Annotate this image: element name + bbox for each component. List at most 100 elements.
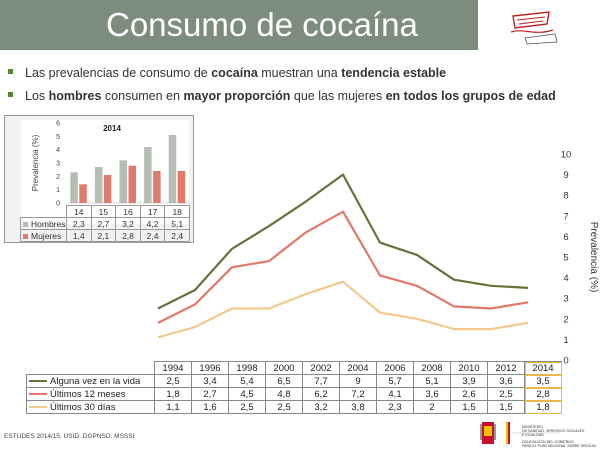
inset-bar-mujeres [128, 165, 136, 203]
ministry-name: DE SANIDAD, SERVICIOS SOCIALES [522, 429, 585, 434]
main-data-table: 1994 1996 1998 2000 2002 2004 2006 2008 2010 2012… [26, 361, 562, 414]
inset-y-tick-label: 4 [56, 147, 60, 154]
main-table-header: 1994 1996 1998 2000 2002 2004 2006 2008 2010 2012… [27, 361, 562, 375]
inset-bar-hombres [119, 160, 127, 203]
main-y-tick-label: 3 [563, 294, 568, 305]
main-x-tick-label: 1994 [154, 361, 192, 375]
main-table-cell: 2,7 [191, 387, 229, 401]
main-table-cell: 2,8 [524, 387, 562, 401]
bullet-text: Las prevalencias de consumo de [25, 66, 212, 80]
inset-x-tick-label: 18 [164, 205, 190, 218]
ministry-name: E IGUALDAD [522, 433, 544, 438]
main-table-cell: 3,9 [450, 374, 488, 388]
title-bar: Consumo de cocaína [0, 0, 478, 50]
bullet-text: que las mujeres [290, 89, 386, 103]
inset-table-row: Hombres 2,3 2,7 3,2 4,2 5,1 [20, 217, 190, 230]
bullet-text: consumen en [101, 89, 184, 103]
main-table-cell: 5,7 [376, 374, 414, 388]
inset-table-cell: 1,4 [66, 229, 92, 242]
main-table-cell: 3,6 [487, 374, 525, 388]
main-table-cell: 2,6 [450, 387, 488, 401]
main-table-cell: 6,2 [302, 387, 340, 401]
main-table-cell: 4,5 [228, 387, 266, 401]
main-table-cell: 4,8 [265, 387, 303, 401]
bullet-bold: tendencia estable [341, 66, 447, 80]
main-x-tick-label: 2010 [450, 361, 488, 375]
main-table-cell: 7,2 [339, 387, 377, 401]
main-series-line-0 [157, 173, 529, 310]
main-x-tick-label: 2004 [339, 361, 377, 375]
main-table-cell: 6,5 [265, 374, 303, 388]
legend-swatch-icon [23, 233, 28, 239]
bullet-1: Las prevalencias de consumo de cocaína m… [8, 66, 446, 80]
main-x-tick-label: 1996 [191, 361, 229, 375]
main-table-row: Alguna vez en la vida 2,5 3,4 5,4 6,5 7,7 9 5,7… [26, 374, 562, 388]
main-table-cell: 2,5 [154, 374, 192, 388]
bullet-text: Los [25, 89, 49, 103]
main-table-cell: 1,5 [450, 400, 488, 414]
main-table-row: Últimos 12 meses 1,8 2,7 4,5 4,8 6,2 7,2 4,1 3,6… [26, 387, 562, 401]
main-table-cell: 2 [413, 400, 451, 414]
drug-plan-logo [510, 11, 558, 45]
bullet-marker-icon [8, 92, 13, 98]
main-x-tick-label: 2014 [524, 361, 562, 375]
legend-line-icon [29, 405, 47, 408]
main-y-tick-label: 8 [563, 191, 568, 202]
main-y-axis-label: Prevalencia (%) [588, 222, 599, 293]
inset-table-cell: 2,1 [90, 229, 117, 242]
main-table-cell: 3,5 [524, 374, 562, 388]
main-legend-entry: Últimos 12 meses [26, 387, 155, 401]
main-x-tick-label: 2012 [487, 361, 525, 375]
main-y-tick-label: 9 [563, 170, 568, 181]
main-y-tick-label: 0 [563, 356, 568, 367]
inset-bar-mujeres [153, 171, 161, 203]
main-table-cell: 2,5 [265, 400, 303, 414]
main-x-tick-label: 2000 [265, 361, 303, 375]
main-y-tick-label: 6 [563, 232, 568, 243]
source-footer: ESTUDES 2014/15. USID. DGPNSD. MSSSI [4, 433, 135, 440]
inset-bar-mujeres [79, 184, 87, 203]
bullet-bold: cocaína [211, 66, 258, 80]
inset-legend-entry: Hombres [20, 217, 67, 230]
inset-legend-entry: Mujeres [20, 229, 67, 242]
main-series-line-2 [157, 280, 529, 339]
ministry-logo [480, 422, 560, 444]
inset-x-tick-label: 16 [115, 205, 141, 218]
main-legend-label: Últimos 12 meses [50, 388, 126, 400]
legend-line-icon [29, 392, 47, 395]
main-table-corner [27, 362, 155, 375]
main-x-tick-label: 1998 [228, 361, 266, 375]
inset-bar-hombres [168, 135, 177, 203]
main-table-cell: 3,4 [191, 374, 229, 388]
inset-bar-mujeres [177, 171, 186, 203]
main-table-cell: 1,5 [487, 400, 525, 414]
main-y-tick-label: 7 [563, 211, 568, 222]
inset-table-row: Mujeres 1,4 2,1 2,8 2,4 2,4 [20, 229, 190, 242]
bullet-bold: en todos los grupos de edad [385, 89, 556, 103]
inset-bar-mujeres [103, 175, 112, 203]
main-table-row: Últimos 30 días 1,1 1,6 2,5 2,5 3,2 3,8 2,3 2 1,5… [26, 400, 562, 414]
main-table-cell: 1,8 [524, 400, 562, 414]
main-table-cell: 3,8 [339, 400, 377, 414]
bullet-2: Los hombres consumen en mayor proporción… [8, 89, 556, 103]
main-table-cell: 3,2 [302, 400, 340, 414]
main-x-tick-label: 2002 [302, 361, 340, 375]
inset-table-cell: 5,1 [164, 217, 190, 230]
inset-y-tick-label: 5 [56, 134, 60, 141]
bullet-text: muestran una [257, 66, 342, 80]
main-table-cell: 1,8 [154, 387, 192, 401]
ministry-name: MINISTERIO [522, 425, 543, 429]
main-table-cell: 5,4 [228, 374, 266, 388]
main-legend-entry: Últimos 30 días [26, 400, 155, 414]
inset-chart-title: 2014 [103, 124, 121, 133]
main-legend-label: Últimos 30 días [50, 401, 116, 413]
inset-x-tick-label: 15 [90, 205, 117, 218]
inset-table-cell: 2,8 [115, 229, 141, 242]
main-table-cell: 1,1 [154, 400, 192, 414]
ministry-text: MINISTERIO DE SANIDAD, SERVICIOS SOCIALE… [522, 425, 596, 448]
ministry-sub: PARA EL PLAN NACIONAL SOBRE DROGAS [522, 443, 597, 448]
main-y-tick-label: 10 [561, 150, 572, 161]
main-x-tick-label: 2006 [376, 361, 414, 375]
inset-table-cell: 3,2 [115, 217, 141, 230]
bullet-bold: mayor proporción [183, 89, 291, 103]
